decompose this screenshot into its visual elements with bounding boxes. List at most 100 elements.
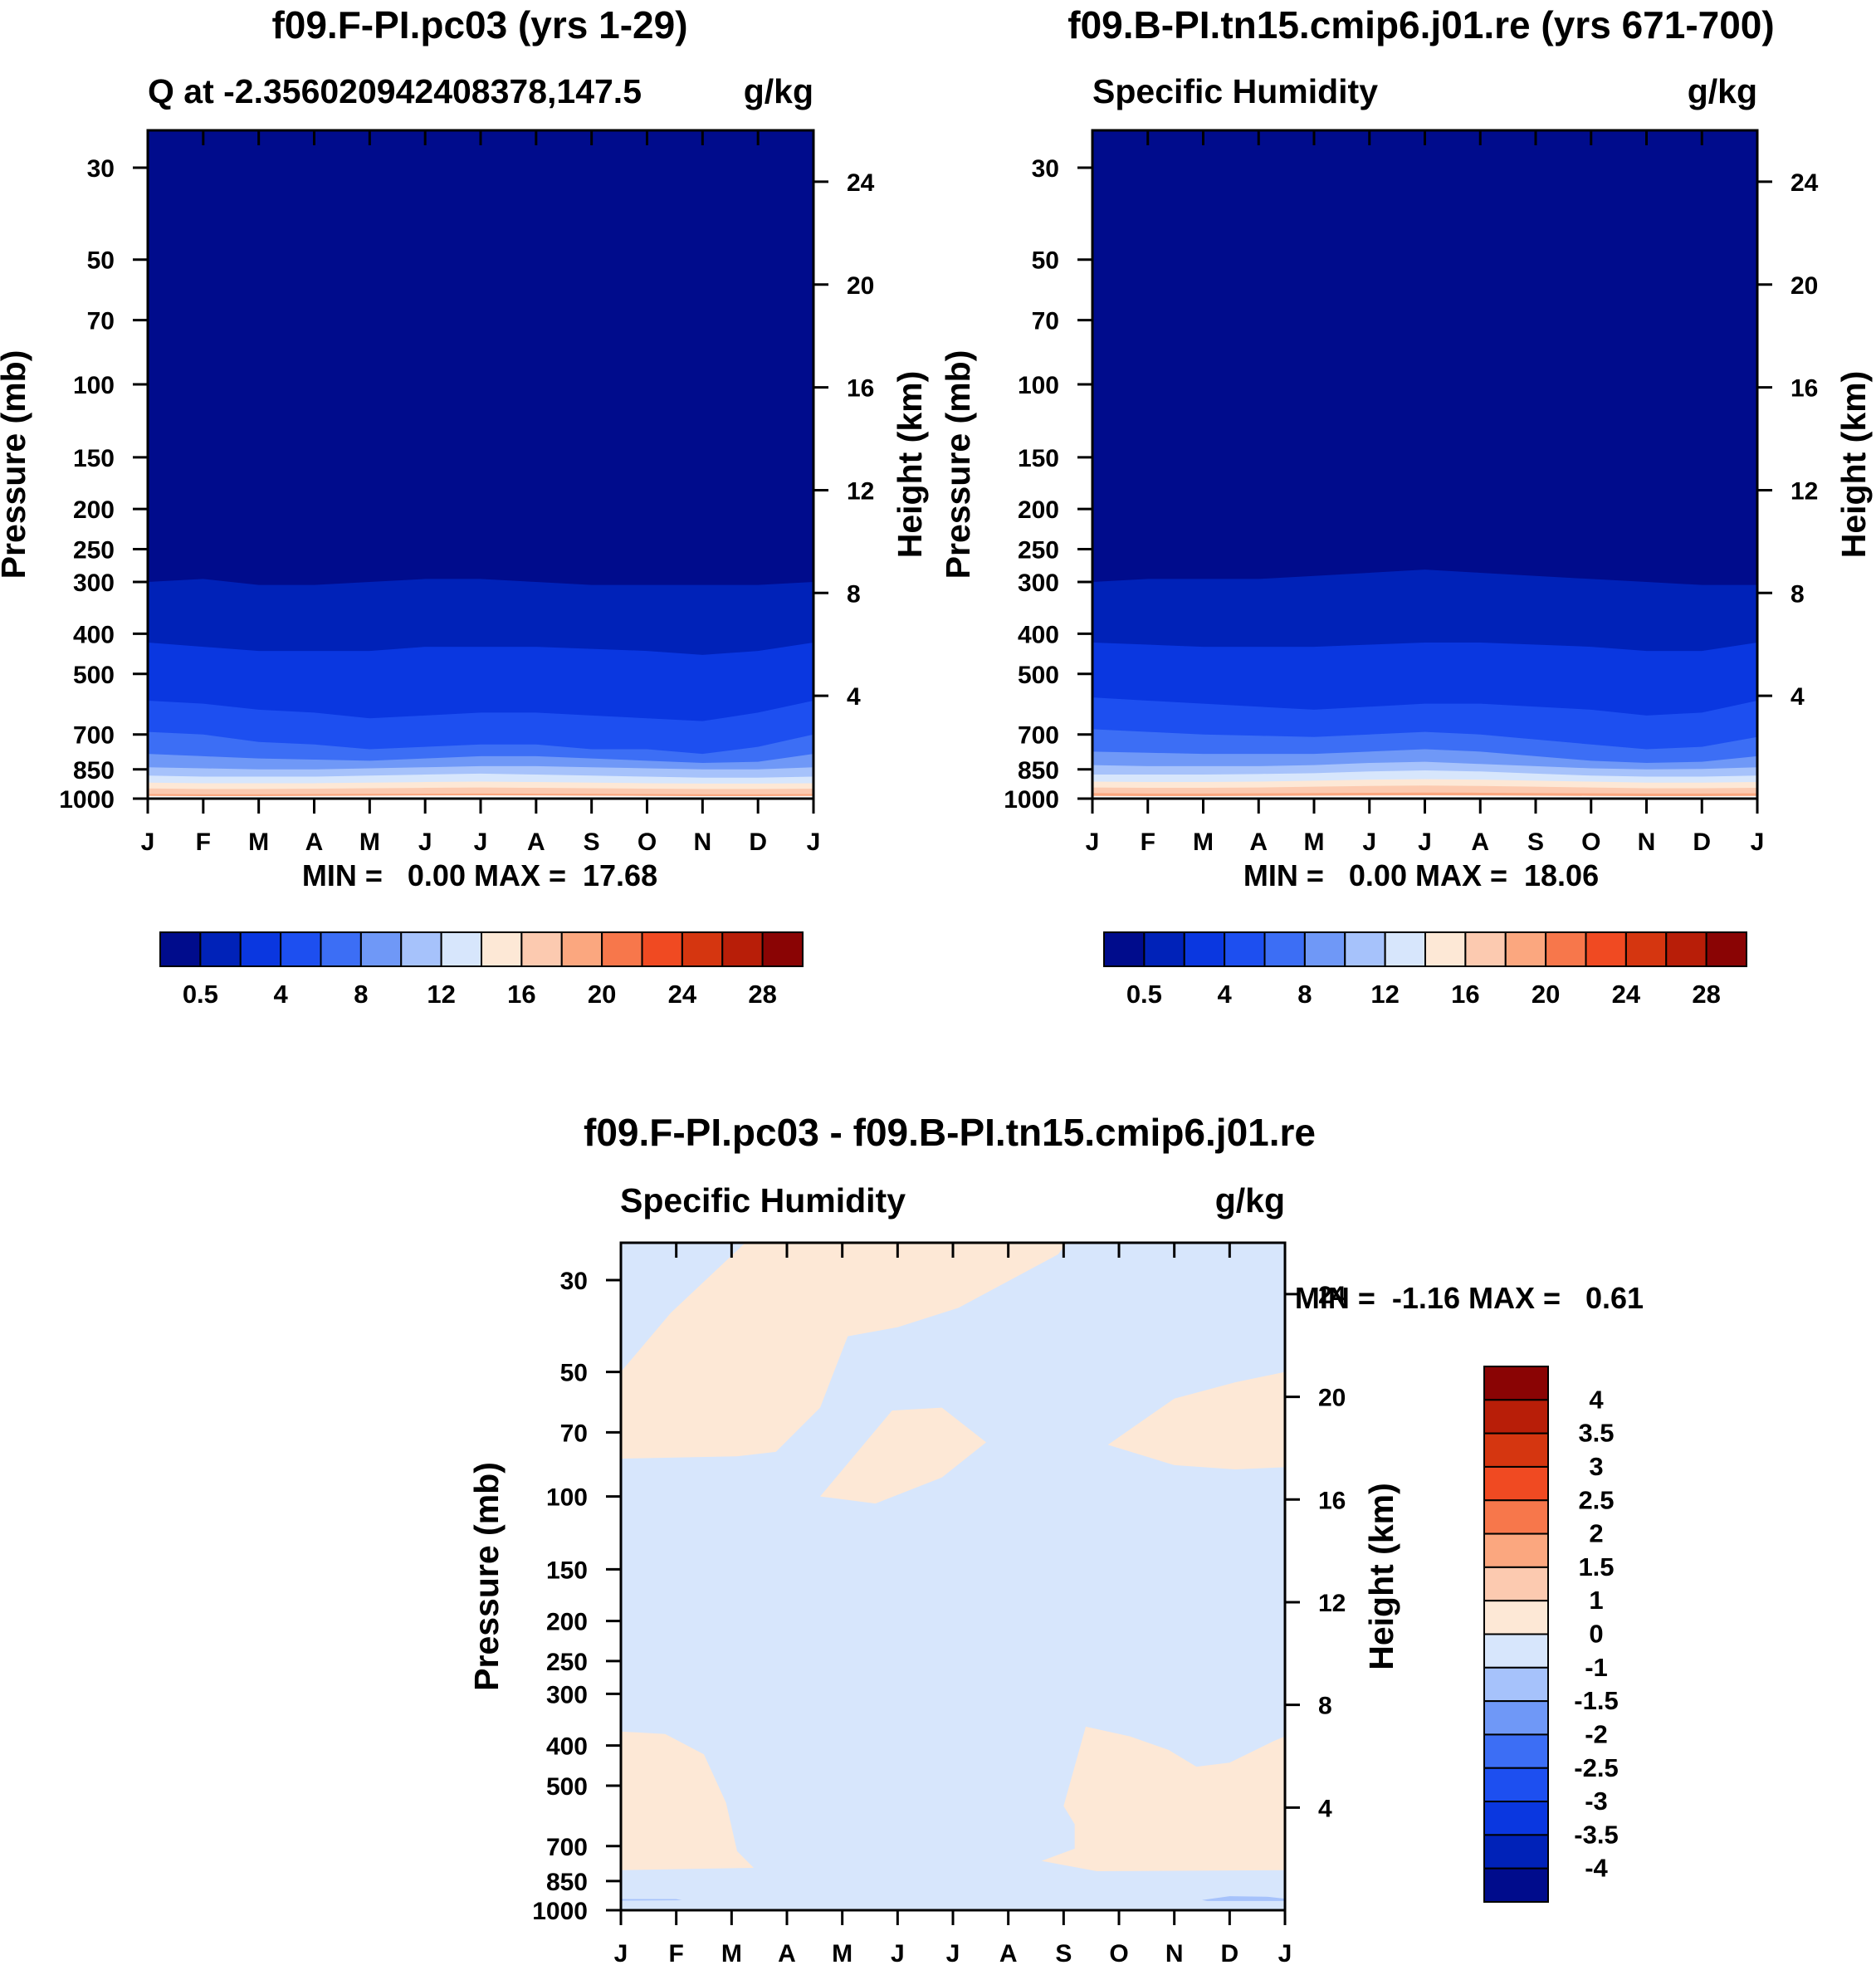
y-tick-label: 850 xyxy=(73,757,115,785)
colorbar-box xyxy=(1344,931,1386,967)
y-tick-label: 70 xyxy=(1032,308,1059,335)
colorbar-box xyxy=(1483,1666,1549,1703)
y-tick-label: 250 xyxy=(1018,537,1059,565)
colorbar-label: 3.5 xyxy=(1578,1419,1614,1448)
contour-region xyxy=(820,1407,986,1504)
units-label: g/kg xyxy=(744,72,813,110)
units-label: g/kg xyxy=(1215,1181,1285,1220)
plot-area: J F M A M J J A S O N D J 30 50 70 100 150 200 250 300 400 500… xyxy=(0,129,929,856)
y-tick-label: 100 xyxy=(1018,372,1059,399)
colorbar-box xyxy=(1483,1465,1549,1502)
colorbar-label: 12 xyxy=(427,980,455,1009)
y-tick-label: 50 xyxy=(87,247,115,275)
x-tick-label: S xyxy=(584,829,600,856)
colorbar-box xyxy=(1504,931,1547,967)
y-tick-label-right: 24 xyxy=(847,169,875,197)
y-axis-title-right: Height (km) xyxy=(1362,1483,1400,1670)
colorbar-box xyxy=(400,931,442,967)
x-tick-label: N xyxy=(1638,829,1656,856)
colorbar-label: 24 xyxy=(1612,980,1641,1009)
x-tick-label: J xyxy=(891,1940,905,1965)
min-max-stats: MIN = 0.00 MAX = 17.68 xyxy=(302,858,657,892)
y-tick-label: 500 xyxy=(1018,662,1059,689)
y-tick-label: 300 xyxy=(546,1681,588,1708)
colorbar-box xyxy=(1384,931,1426,967)
colorbar-box xyxy=(1483,1566,1549,1602)
contour-region xyxy=(621,1899,682,1901)
contour-region xyxy=(1041,1726,1285,1872)
colorbar-label: 28 xyxy=(748,980,776,1009)
chart-title: f09.F-PI.pc03 - f09.B-PI.tn15.cmip6.j01.… xyxy=(584,1111,1316,1154)
y-tick-label-right: 24 xyxy=(1318,1282,1346,1309)
y-tick-label: 500 xyxy=(546,1773,588,1801)
x-tick-label: F xyxy=(1141,829,1155,856)
x-tick-label: M xyxy=(248,829,269,856)
x-tick-label: M xyxy=(832,1940,853,1965)
contour-region xyxy=(621,1243,1067,1459)
colorbar-box xyxy=(1483,1432,1549,1468)
contour-region xyxy=(1107,1371,1285,1469)
colorbar-box xyxy=(1483,1366,1549,1401)
colorbar: 0.5 4 8 12 16 20 24 28 xyxy=(1103,931,1747,1009)
y-tick-label: 30 xyxy=(560,1268,588,1295)
colorbar-label: -2.5 xyxy=(1574,1753,1618,1782)
x-tick-label: A xyxy=(778,1940,796,1965)
colorbar-box xyxy=(1143,931,1185,967)
x-tick-label: A xyxy=(1471,829,1489,856)
y-tick-label-right: 16 xyxy=(847,375,874,403)
x-tick-label: N xyxy=(1165,1940,1184,1965)
colorbar-label: 1 xyxy=(1589,1586,1603,1615)
y-tick-label-right: 20 xyxy=(1791,272,1818,300)
colorbar-label: 4 xyxy=(1589,1385,1604,1414)
y-tick-label-right: 24 xyxy=(1791,169,1819,197)
colorbar-label: 4 xyxy=(274,980,289,1009)
chart-title: f09.F-PI.pc03 (yrs 1-29) xyxy=(271,3,687,46)
panel-bottom-difference: f09.F-PI.pc03 - f09.B-PI.tn15.cmip6.j01.… xyxy=(467,1111,1644,1965)
y-tick-label-right: 4 xyxy=(1791,683,1805,711)
y-tick-label: 250 xyxy=(73,537,115,565)
colorbar-label: 12 xyxy=(1370,980,1399,1009)
colorbar-box xyxy=(1483,1767,1549,1803)
chart-title: f09.B-PI.tn15.cmip6.j01.re (yrs 671-700) xyxy=(1067,3,1774,46)
x-tick-label: A xyxy=(527,829,545,856)
y-axis-title-right: Height (km) xyxy=(891,371,929,559)
colorbar-label: 2 xyxy=(1589,1519,1603,1548)
colorbar-label: 4 xyxy=(1218,980,1233,1009)
left-label: Specific Humidity xyxy=(1092,72,1378,110)
y-tick-label: 200 xyxy=(73,496,115,524)
colorbar-box xyxy=(1483,1700,1549,1736)
colorbar-box xyxy=(1483,1834,1549,1870)
y-axis-title: Pressure (mb) xyxy=(939,350,977,579)
x-tick-label: J xyxy=(1418,829,1432,856)
colorbar-box xyxy=(280,931,322,967)
y-tick-label: 300 xyxy=(1018,569,1059,597)
y-axis-title-right: Height (km) xyxy=(1834,371,1873,559)
colorbar-box xyxy=(1483,1733,1549,1769)
colorbar-box xyxy=(1103,931,1146,967)
y-tick-label: 50 xyxy=(1032,247,1059,275)
x-tick-label: A xyxy=(1249,829,1268,856)
y-tick-label-right: 16 xyxy=(1318,1487,1346,1514)
colorbar-box xyxy=(359,931,403,967)
x-tick-label: M xyxy=(721,1940,742,1965)
x-tick-label: S xyxy=(1527,829,1544,856)
x-tick-label: F xyxy=(669,1940,684,1965)
plot-area: J F M A M J J A S O N D J 30 50 70 100 150 200 250 300 400 500… xyxy=(939,129,1873,856)
y-tick-label: 100 xyxy=(546,1484,588,1512)
left-label: Specific Humidity xyxy=(620,1181,906,1220)
colorbar-label: -4 xyxy=(1585,1854,1608,1883)
y-tick-label: 400 xyxy=(1018,621,1059,648)
colorbar-label: 16 xyxy=(507,980,535,1009)
colorbar-box xyxy=(520,931,563,967)
y-tick-label: 700 xyxy=(546,1834,588,1861)
y-tick-label-right: 16 xyxy=(1791,375,1818,403)
colorbar-box xyxy=(1705,931,1747,967)
x-tick-label: J xyxy=(1086,829,1100,856)
y-tick-label: 1000 xyxy=(1004,786,1059,814)
colorbar-label: -3 xyxy=(1585,1787,1608,1816)
colorbar-label: 20 xyxy=(588,980,616,1009)
contour-fills xyxy=(1092,130,1757,799)
x-tick-label: J xyxy=(418,829,432,856)
x-tick-label: J xyxy=(1278,1940,1292,1965)
